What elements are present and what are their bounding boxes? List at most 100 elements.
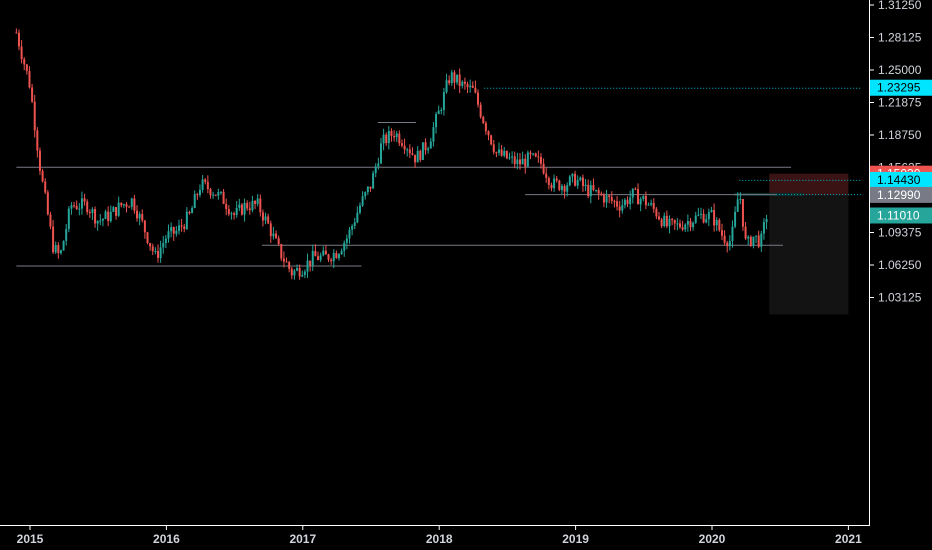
y-tick-label: 1.03125: [878, 291, 922, 305]
candle-body: [762, 222, 765, 234]
candle-body: [516, 159, 519, 165]
candle-body: [180, 225, 183, 227]
candle-body: [707, 212, 710, 220]
candle-body: [185, 211, 188, 229]
candle-body: [73, 205, 76, 207]
candle-body: [296, 268, 299, 271]
x-tick-label: 2019: [562, 532, 589, 546]
candle-body: [524, 158, 527, 167]
candle-body: [474, 87, 477, 93]
candle-body: [25, 64, 28, 72]
candle-body: [206, 181, 209, 190]
candle-body: [251, 200, 254, 211]
candle-body: [616, 201, 619, 207]
candle-body: [301, 275, 304, 277]
candle-body: [62, 240, 65, 251]
candle-body: [167, 231, 170, 239]
candle-body: [579, 177, 582, 181]
candle-body: [747, 236, 750, 239]
candle-body: [337, 254, 340, 259]
candle-body: [99, 220, 102, 222]
candle-body: [466, 83, 469, 88]
x-tick-label: 2017: [289, 532, 316, 546]
candle-body: [421, 142, 424, 160]
candle-body: [379, 143, 382, 164]
candle-body: [642, 196, 645, 199]
candle-body: [644, 196, 647, 206]
price-labels: 1.150301.144301.130601.129901.110101.232…: [870, 79, 932, 224]
candle-body: [752, 236, 755, 246]
x-tick-label: 2021: [835, 532, 862, 546]
candle-body: [419, 150, 422, 160]
candle-body: [31, 87, 34, 102]
candle-body: [518, 159, 521, 165]
candle-body: [542, 163, 545, 174]
price-badge-label: 1.14430: [877, 173, 921, 187]
candle-body: [623, 199, 626, 206]
candle-body: [534, 153, 537, 157]
candle-body: [718, 219, 721, 231]
candle-body: [36, 130, 39, 151]
candle-body: [280, 244, 283, 259]
candle-body: [198, 189, 201, 196]
candle-body: [671, 218, 674, 220]
candle-body: [663, 215, 666, 227]
candle-body: [164, 238, 167, 244]
candle-body: [175, 230, 178, 234]
candle-body: [749, 236, 752, 246]
candle-body: [765, 219, 768, 223]
candle-body: [157, 251, 160, 258]
candle-body: [259, 198, 262, 213]
candle-body: [41, 170, 44, 182]
candle-body: [109, 211, 112, 222]
price-badge: [870, 79, 932, 96]
candle-body: [120, 202, 123, 206]
candle-body: [432, 127, 435, 142]
candle-body: [353, 222, 356, 226]
candle-body: [634, 188, 637, 190]
candle-body: [317, 256, 320, 260]
y-tick-label: 1.09375: [878, 226, 922, 240]
candle-body: [631, 188, 634, 198]
candle-body: [450, 72, 453, 84]
candle-body: [122, 204, 125, 206]
price-badge-label: 1.12990: [877, 188, 921, 202]
candle-body: [416, 150, 419, 163]
candle-body: [143, 220, 146, 233]
candle-body: [332, 253, 335, 262]
candle-body: [463, 81, 466, 84]
candle-body: [54, 245, 57, 253]
candle-body: [555, 178, 558, 181]
candle-body: [734, 211, 737, 227]
candle-body: [188, 211, 191, 214]
candle-body: [382, 134, 385, 144]
candle-body: [647, 204, 650, 206]
candle-body: [49, 214, 52, 227]
candle-body: [576, 180, 579, 186]
candle-body: [692, 222, 695, 228]
future-zone: [769, 194, 849, 315]
candle-body: [458, 74, 461, 86]
candle-body: [411, 153, 414, 155]
candle-body: [668, 218, 671, 227]
candle-body: [503, 150, 506, 156]
candle-body: [212, 194, 215, 196]
candle-body: [340, 250, 343, 255]
candle-body: [366, 186, 369, 193]
candle-body: [490, 135, 493, 145]
candle-body: [269, 223, 272, 237]
candle-body: [219, 191, 222, 193]
candle-body: [728, 241, 731, 247]
candle-body: [482, 116, 485, 124]
candle-body: [233, 213, 236, 215]
time-axis[interactable]: 2015 2016 2017 2018 2019 2020 2021: [17, 525, 862, 546]
candle-body: [293, 270, 296, 276]
price-badge: [870, 186, 932, 203]
candle-body: [587, 184, 590, 197]
candle-body: [243, 202, 246, 215]
candle-body: [755, 235, 758, 237]
candle-body: [146, 232, 149, 244]
candle-body: [655, 208, 658, 217]
candle-body: [532, 153, 535, 155]
